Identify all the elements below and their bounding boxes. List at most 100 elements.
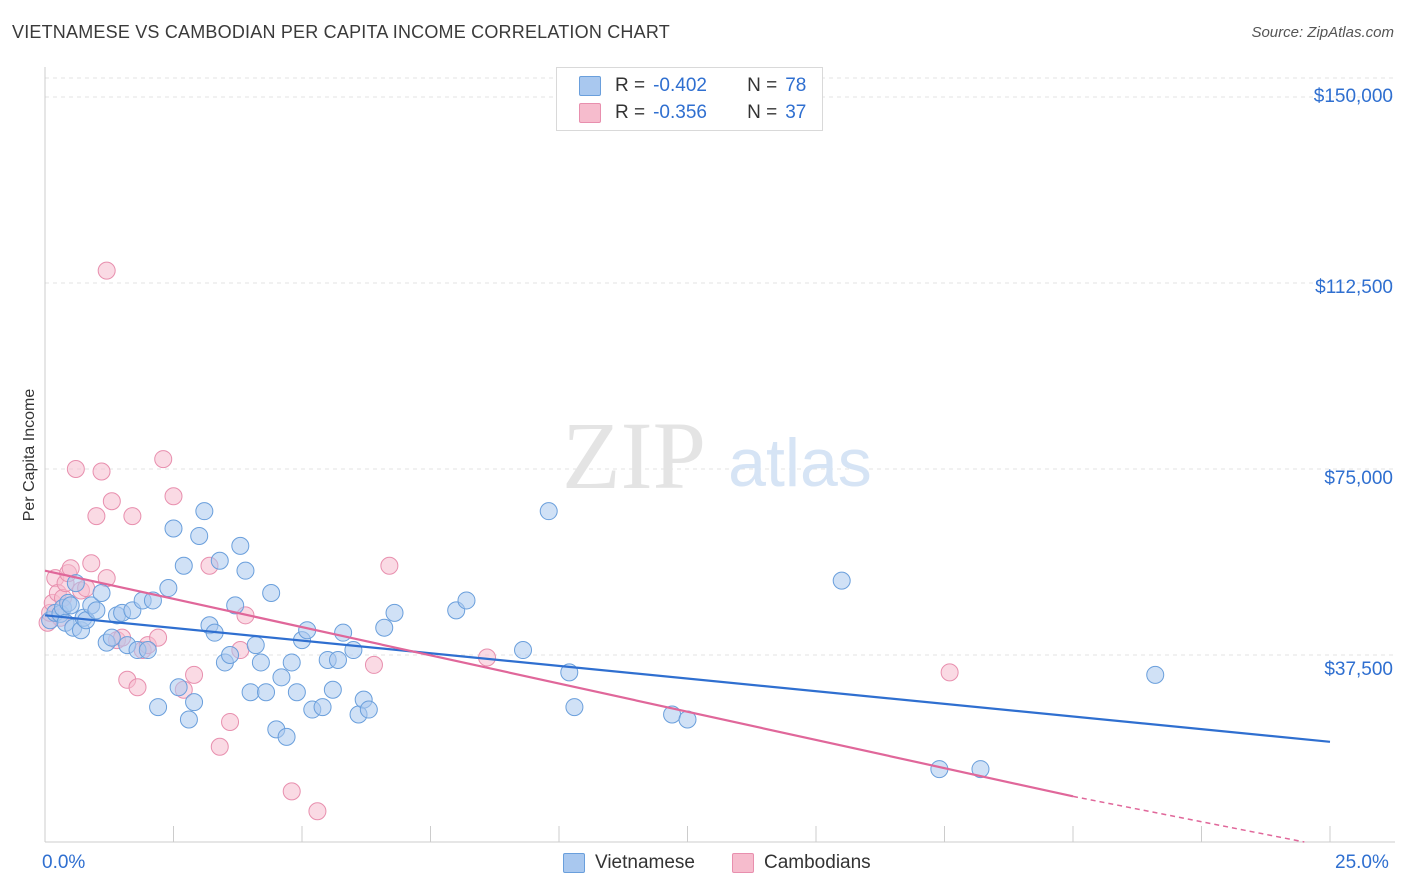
watermark-atlas: atlas — [728, 425, 872, 501]
legend-r-value: -0.402 — [653, 75, 707, 96]
data-point-cambodians — [82, 554, 101, 573]
legend-r-label: R = — [615, 75, 646, 96]
legend-swatch-pink — [579, 103, 601, 123]
legend-label-cambodians: Cambodians — [764, 852, 871, 873]
data-point-vietnamese — [287, 683, 306, 702]
series-vietnamese-points — [41, 502, 1165, 779]
data-point-vietnamese — [236, 561, 255, 580]
data-point-vietnamese — [565, 698, 584, 717]
data-point-cambodians — [308, 802, 327, 821]
legend-n-value: 37 — [785, 102, 807, 123]
data-point-vietnamese — [87, 601, 106, 620]
y-tick-label: $150,000 — [1313, 86, 1393, 107]
series-cambodians-points — [38, 261, 959, 821]
data-point-cambodians — [123, 507, 142, 526]
data-point-vietnamese — [169, 678, 188, 697]
legend-swatch-pink — [732, 853, 754, 873]
data-point-cambodians — [364, 655, 383, 674]
watermark: ZIP atlas — [562, 402, 872, 509]
axes — [44, 67, 1395, 843]
data-point-vietnamese — [277, 727, 296, 746]
data-point-vietnamese — [1146, 665, 1165, 684]
data-point-cambodians — [380, 556, 399, 575]
legend-label-vietnamese: Vietnamese — [595, 852, 695, 873]
chart-source: Source: ZipAtlas.com — [1251, 24, 1394, 41]
data-point-cambodians — [940, 663, 959, 682]
data-point-vietnamese — [385, 603, 404, 622]
x-tick-label-max: 25.0% — [1335, 852, 1389, 873]
data-point-vietnamese — [231, 536, 250, 555]
trend-lines — [44, 569, 1331, 843]
legend-row-vietnamese: R = -0.402 N = 78 — [557, 72, 806, 100]
legend-row-cambodians: R = -0.356 N = 37 — [557, 99, 806, 127]
data-point-vietnamese — [323, 680, 342, 699]
data-point-cambodians — [97, 261, 116, 280]
data-point-vietnamese — [257, 683, 276, 702]
data-point-vietnamese — [61, 596, 80, 615]
y-tick-label: $112,500 — [1315, 277, 1393, 298]
data-point-cambodians — [185, 665, 204, 684]
data-point-vietnamese — [375, 618, 394, 637]
data-point-vietnamese — [832, 571, 851, 590]
data-point-vietnamese — [195, 502, 214, 521]
trend-line-cambodians-extension — [1072, 795, 1305, 843]
x-tick-label-min: 0.0% — [42, 852, 86, 873]
data-point-cambodians — [66, 460, 85, 478]
data-point-cambodians — [149, 628, 168, 647]
data-point-cambodians — [210, 737, 229, 756]
data-point-cambodians — [92, 462, 111, 481]
legend-item-cambodians[interactable]: Cambodians — [732, 852, 871, 874]
data-point-vietnamese — [138, 641, 157, 660]
data-point-cambodians — [164, 487, 183, 506]
data-point-cambodians — [221, 712, 240, 731]
data-point-vietnamese — [971, 760, 990, 779]
data-point-vietnamese — [92, 584, 111, 602]
data-point-vietnamese — [210, 551, 229, 570]
data-point-cambodians — [87, 507, 106, 526]
legend-n-value: 78 — [785, 75, 807, 96]
data-point-vietnamese — [241, 683, 260, 702]
data-point-vietnamese — [221, 646, 240, 664]
data-point-vietnamese — [272, 668, 291, 687]
data-point-vietnamese — [149, 698, 168, 717]
data-point-vietnamese — [262, 584, 281, 602]
trend-line-cambodians — [44, 569, 1074, 798]
watermark-zip: ZIP — [562, 402, 706, 509]
data-point-vietnamese — [164, 519, 183, 538]
data-point-vietnamese — [359, 700, 378, 719]
data-point-vietnamese — [179, 710, 198, 729]
data-point-vietnamese — [514, 641, 533, 660]
y-axis-label: Per Capita Income — [21, 388, 38, 522]
data-point-cambodians — [154, 450, 173, 469]
data-point-vietnamese — [246, 636, 265, 655]
legend-r-value: -0.356 — [653, 102, 707, 123]
y-tick-label: $37,500 — [1324, 659, 1393, 680]
data-point-vietnamese — [190, 526, 209, 545]
data-point-cambodians — [128, 678, 147, 697]
data-point-vietnamese — [539, 502, 558, 521]
data-point-vietnamese — [185, 693, 204, 712]
data-point-vietnamese — [313, 698, 332, 717]
data-point-vietnamese — [334, 623, 353, 642]
data-point-vietnamese — [251, 653, 270, 672]
data-point-vietnamese — [226, 596, 245, 615]
data-point-cambodians — [282, 782, 301, 801]
trend-line-vietnamese — [44, 614, 1331, 743]
data-point-vietnamese — [328, 650, 347, 669]
data-point-vietnamese — [282, 653, 301, 672]
y-tick-label: $75,000 — [1324, 468, 1393, 489]
legend-n-label: N = — [747, 75, 778, 96]
legend-swatch-blue — [563, 853, 585, 873]
data-point-vietnamese — [159, 579, 178, 598]
data-point-vietnamese — [102, 628, 121, 647]
correlation-legend: R = -0.402 N = 78 R = -0.356 N = 37 — [556, 67, 823, 131]
data-point-vietnamese — [174, 556, 193, 575]
legend-swatch-blue — [579, 76, 601, 96]
data-point-cambodians — [102, 492, 121, 511]
legend-r-label: R = — [615, 102, 646, 123]
legend-n-label: N = — [747, 102, 778, 123]
data-point-vietnamese — [457, 591, 476, 610]
legend-item-vietnamese[interactable]: Vietnamese — [563, 852, 695, 874]
chart-title: VIETNAMESE VS CAMBODIAN PER CAPITA INCOM… — [12, 22, 670, 42]
